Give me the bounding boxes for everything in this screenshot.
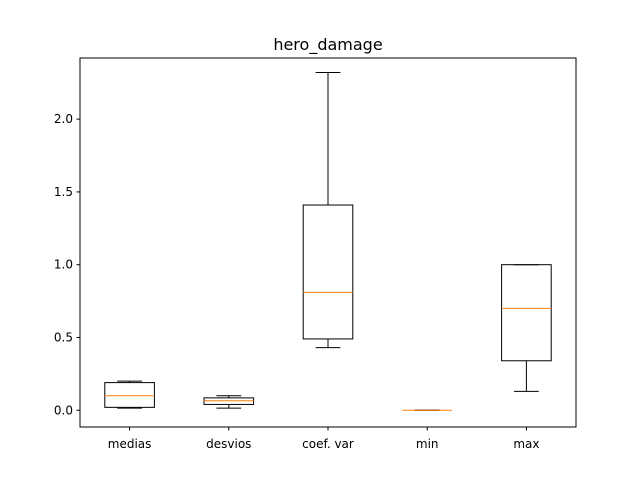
- x-tick-label: max: [513, 437, 539, 451]
- x-tick-label: coef. var: [302, 437, 354, 451]
- box-medias: [104, 380, 155, 409]
- box-desvios: [203, 395, 255, 409]
- y-tick-label: 1.0: [54, 258, 73, 272]
- x-tick-label: min: [416, 437, 439, 451]
- x-tick-label: desvios: [206, 437, 251, 451]
- y-axis: 0.0 0.5 1.0 1.5 2.0: [54, 112, 80, 417]
- y-tick-label: 0.5: [54, 330, 73, 344]
- box-coef-var: [302, 72, 354, 349]
- y-tick-label: 1.5: [54, 185, 73, 199]
- box-iqr: [302, 204, 354, 340]
- box-iqr: [104, 382, 155, 408]
- x-axis: medias desvios coef. var min max: [108, 427, 539, 451]
- y-tick-label: 2.0: [54, 112, 73, 126]
- box-max: [501, 264, 552, 392]
- box-iqr: [501, 264, 552, 362]
- plot-area: [104, 72, 552, 411]
- x-tick-label: medias: [108, 437, 152, 451]
- chart-title: hero_damage: [273, 35, 382, 55]
- y-tick-label: 0.0: [54, 403, 73, 417]
